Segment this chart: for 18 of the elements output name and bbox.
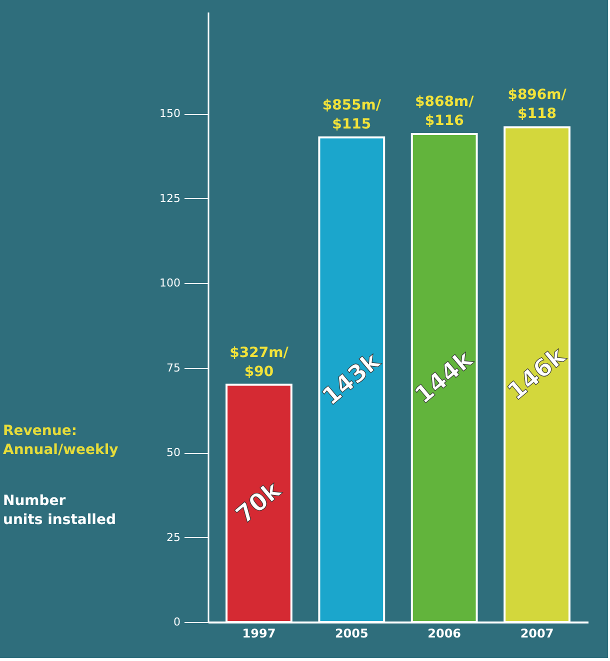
y-tick-label: 125 (160, 192, 180, 205)
annotation: $896m/ $118 (508, 87, 568, 122)
y-tick-label: 150 (160, 107, 180, 120)
text: Revenue: Annual/weekly (3, 423, 118, 458)
y-tick-label: 50 (166, 446, 180, 460)
x-tick-label: 2006 (428, 626, 462, 640)
y-tick-label: 100 (160, 276, 180, 290)
data-label: 70k (230, 475, 288, 530)
y-tick-label: 75 (166, 361, 180, 374)
annotation: $327m/ $90 (230, 344, 290, 380)
x-tick-label: 2007 (520, 626, 554, 640)
text: Number units installed (3, 493, 116, 528)
y-tick-label: 25 (166, 530, 180, 544)
x-tick-label: 1997 (242, 626, 276, 640)
annotation: $855m/ $115 (322, 97, 382, 132)
y-tick-label: 0 (174, 616, 180, 628)
x-tick-label: 2005 (334, 626, 368, 640)
annotation: $868m/ $116 (415, 94, 475, 129)
